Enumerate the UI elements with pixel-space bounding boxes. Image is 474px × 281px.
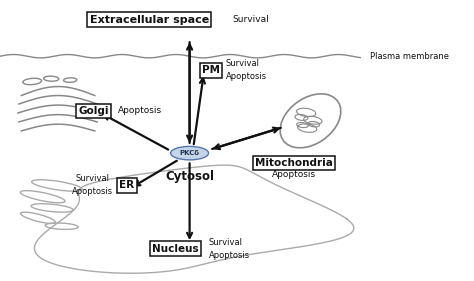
Text: Survival: Survival [226, 59, 260, 68]
Text: Plasma membrane: Plasma membrane [370, 52, 449, 61]
Text: Survival: Survival [75, 174, 109, 183]
Text: Apoptosis: Apoptosis [72, 187, 113, 196]
Text: Nucleus: Nucleus [152, 244, 199, 254]
Ellipse shape [171, 146, 209, 160]
Text: Survival: Survival [209, 238, 243, 247]
Text: Golgi: Golgi [79, 106, 109, 116]
Text: PKCδ: PKCδ [180, 150, 200, 156]
Text: Cytosol: Cytosol [165, 170, 214, 183]
Text: ER: ER [119, 180, 135, 191]
Text: Apoptosis: Apoptosis [272, 170, 316, 179]
Text: Survival: Survival [232, 15, 269, 24]
Text: Extracellular space: Extracellular space [90, 15, 209, 25]
Text: Apoptosis: Apoptosis [209, 251, 250, 260]
Text: Mitochondria: Mitochondria [255, 158, 333, 168]
Text: PM: PM [202, 65, 220, 75]
Text: Apoptosis: Apoptosis [118, 106, 162, 115]
Text: Apoptosis: Apoptosis [226, 72, 267, 81]
